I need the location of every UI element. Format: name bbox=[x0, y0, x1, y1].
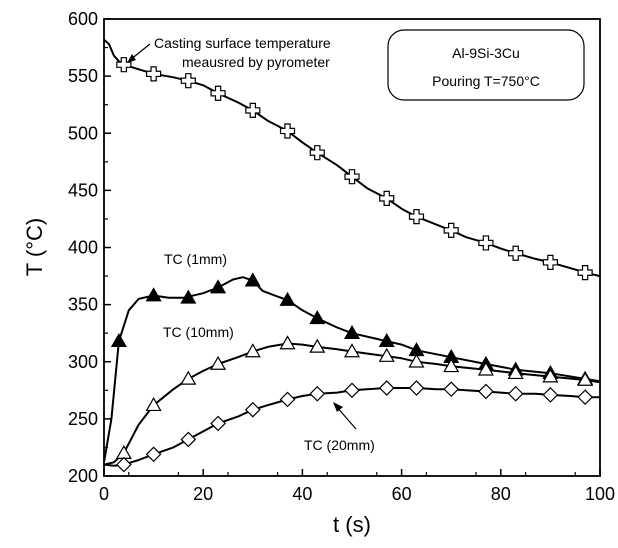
data-point-marker bbox=[244, 272, 261, 287]
y-tick-label: 450 bbox=[68, 180, 98, 200]
y-tick-label: 550 bbox=[68, 66, 98, 86]
data-point-marker bbox=[180, 289, 197, 304]
data-point-marker bbox=[379, 190, 395, 206]
data-point-marker bbox=[408, 380, 425, 396]
surface-annotation-line1: Casting surface temperature bbox=[154, 35, 331, 51]
tc10-label: TC (10mm) bbox=[163, 324, 234, 340]
data-point-marker bbox=[378, 332, 395, 348]
data-point-marker bbox=[343, 324, 361, 340]
data-point-marker bbox=[508, 245, 524, 261]
data-point-marker bbox=[180, 370, 197, 385]
series-line-3 bbox=[103, 387, 600, 467]
data-point-marker bbox=[210, 415, 226, 432]
data-point-marker bbox=[443, 222, 459, 238]
data-point-marker bbox=[145, 396, 162, 412]
data-point-marker bbox=[279, 391, 296, 408]
y-tick-label: 200 bbox=[68, 466, 98, 486]
data-point-marker bbox=[110, 332, 127, 348]
data-point-marker bbox=[244, 343, 261, 358]
data-point-marker bbox=[408, 209, 425, 225]
y-tick-label: 300 bbox=[68, 352, 98, 372]
x-tick-label: 20 bbox=[193, 484, 213, 504]
tc20-label: TC (20mm) bbox=[304, 437, 375, 453]
y-tick-label: 400 bbox=[68, 238, 98, 258]
y-tick-label: 600 bbox=[68, 9, 98, 29]
data-point-marker bbox=[344, 169, 360, 185]
data-point-marker bbox=[279, 291, 296, 306]
data-point-marker bbox=[210, 85, 226, 101]
data-point-marker bbox=[478, 383, 494, 400]
data-point-marker bbox=[210, 355, 227, 370]
data-point-marker bbox=[180, 431, 197, 448]
y-tick-label: 500 bbox=[68, 123, 98, 143]
legend-line1: Al-9Si-3Cu bbox=[452, 45, 520, 61]
data-point-marker bbox=[542, 254, 559, 270]
data-point-marker bbox=[146, 66, 162, 82]
tick-layer: 0 20 40 60 80 100 200 250 300 350 400 450 500 550 600 bbox=[68, 9, 615, 504]
data-point-marker bbox=[507, 364, 524, 380]
data-point-marker bbox=[116, 57, 132, 73]
tc1-label: TC (1mm) bbox=[164, 251, 227, 267]
data-point-marker bbox=[542, 387, 559, 403]
data-point-marker bbox=[408, 353, 425, 368]
x-tick-label: 60 bbox=[392, 484, 412, 504]
y-axis-label: T (°C) bbox=[22, 218, 47, 277]
data-point-marker bbox=[115, 456, 132, 473]
x-axis-label: t (s) bbox=[333, 512, 371, 537]
x-tick-label: 80 bbox=[491, 484, 511, 504]
data-point-marker bbox=[577, 371, 594, 386]
tc20-arrow-head bbox=[333, 402, 343, 412]
data-point-marker bbox=[115, 444, 132, 459]
surface-annotation-line2: meausred by pyrometer bbox=[182, 54, 330, 70]
data-point-marker bbox=[378, 380, 395, 396]
data-point-marker bbox=[542, 368, 559, 383]
data-point-marker bbox=[344, 382, 360, 399]
legend-box bbox=[387, 29, 585, 101]
data-point-marker bbox=[343, 343, 361, 358]
data-point-marker bbox=[477, 361, 494, 376]
data-point-marker bbox=[309, 145, 325, 161]
data-point-marker bbox=[279, 123, 296, 139]
data-point-marker bbox=[180, 73, 196, 89]
data-point-marker bbox=[507, 385, 524, 402]
x-tick-label: 100 bbox=[585, 484, 615, 504]
series-line-2 bbox=[103, 342, 601, 466]
data-point-marker bbox=[577, 389, 593, 406]
surface-arrow-head bbox=[127, 54, 136, 63]
x-tick-label: 40 bbox=[292, 484, 312, 504]
marker-layer bbox=[110, 57, 594, 473]
data-point-marker bbox=[145, 446, 162, 463]
data-point-marker bbox=[309, 385, 326, 402]
x-tick-label: 0 bbox=[99, 484, 109, 504]
y-tick-label: 250 bbox=[68, 409, 98, 429]
legend-line2: Pouring T=750°C bbox=[432, 73, 540, 89]
y-tick-label: 350 bbox=[68, 295, 98, 315]
series-line-1 bbox=[103, 276, 601, 463]
data-point-marker bbox=[244, 401, 261, 418]
data-point-marker bbox=[309, 338, 326, 353]
data-point-marker bbox=[443, 381, 460, 398]
data-point-marker bbox=[210, 279, 227, 294]
data-point-marker bbox=[145, 287, 162, 302]
data-point-marker bbox=[378, 347, 395, 362]
data-point-marker bbox=[279, 335, 296, 350]
data-point-marker bbox=[577, 265, 593, 281]
data-point-marker bbox=[478, 235, 494, 251]
data-point-marker bbox=[245, 102, 261, 119]
data-point-marker bbox=[309, 310, 326, 325]
data-point-marker bbox=[443, 358, 460, 373]
